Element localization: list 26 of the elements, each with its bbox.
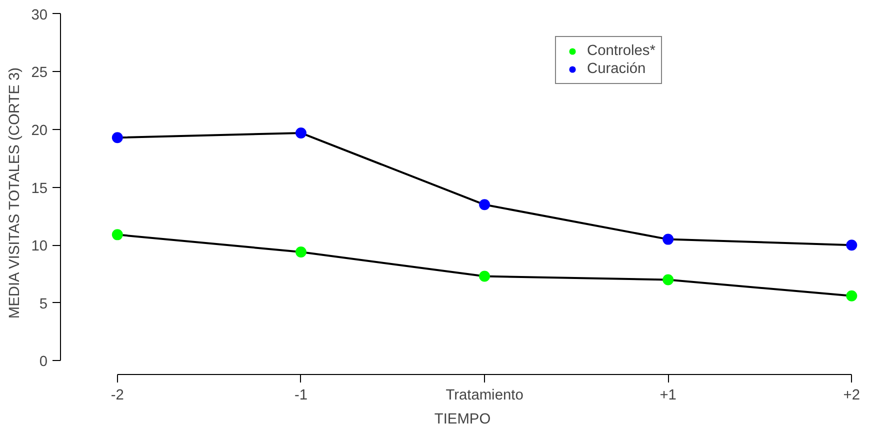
- y-tick-label: 0: [39, 354, 48, 370]
- legend-label: Curación: [587, 61, 646, 77]
- y-tick-label: 25: [31, 65, 48, 82]
- point: [846, 290, 858, 302]
- y-tick-label: 5: [39, 296, 48, 312]
- point: [479, 270, 490, 282]
- x-tick-label: +1: [660, 388, 676, 404]
- point: [479, 199, 490, 210]
- y-tick-label: 30: [31, 7, 48, 24]
- x-tick-label: Tratamiento: [446, 388, 524, 404]
- y-tick-label: 20: [31, 123, 48, 140]
- point: [846, 240, 858, 251]
- point: [295, 246, 306, 258]
- point: [662, 274, 674, 286]
- point: [295, 128, 306, 138]
- x-tick-label: -1: [294, 388, 308, 404]
- x-tick-label: -2: [110, 388, 124, 404]
- x-axis-title: TIEMPO: [434, 412, 491, 428]
- point: [112, 229, 123, 240]
- point: [662, 234, 674, 245]
- y-axis-title: MEDIA VISITAS TOTALES (CORTE 3): [7, 67, 24, 319]
- legend-label: Controles*: [587, 43, 656, 59]
- x-tick-label: +2: [843, 388, 860, 404]
- y-tick-label: 10: [31, 238, 48, 255]
- y-tick-label: 15: [31, 180, 48, 197]
- point: [112, 132, 123, 144]
